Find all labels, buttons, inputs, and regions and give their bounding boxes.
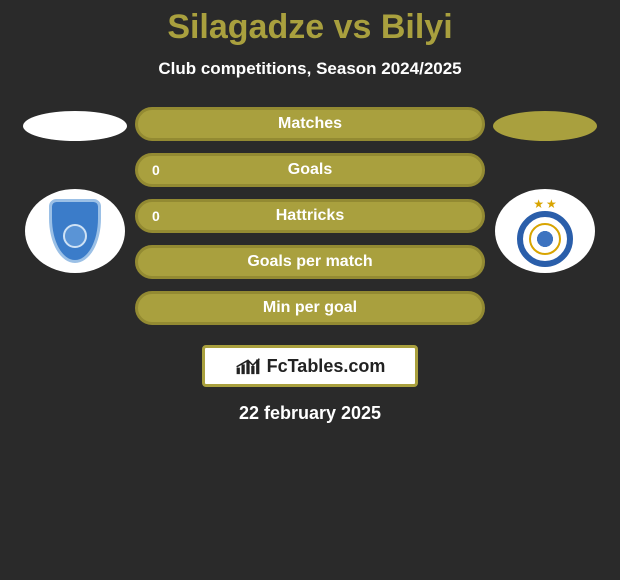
stat-label: Goals [288,161,332,179]
stat-row-goals: 0 Goals [135,153,485,187]
stats-panel: Matches 0 Goals 0 Hattricks Goals per ma… [135,107,485,325]
page-subtitle: Club competitions, Season 2024/2025 [158,59,461,79]
stat-label: Goals per match [247,253,372,271]
brand-text: FcTables.com [267,356,386,377]
stat-label: Hattricks [276,207,344,225]
footer-date: 22 february 2025 [239,403,381,424]
stat-label: Min per goal [263,299,357,317]
left-shield-icon [49,199,101,263]
stat-row-min-per-goal: Min per goal [135,291,485,325]
right-ellipse [493,111,597,141]
star-icon: ★ [546,197,557,211]
stat-row-hattricks: 0 Hattricks [135,199,485,233]
brand-badge: FcTables.com [202,345,418,387]
stat-left-value: 0 [152,162,160,178]
stat-left-value: 0 [152,208,160,224]
left-side [15,107,135,273]
right-circle-icon [517,211,573,267]
bar-chart-icon [235,355,261,377]
stat-row-matches: Matches [135,107,485,141]
main-row: Matches 0 Goals 0 Hattricks Goals per ma… [0,107,620,325]
right-side: ★★ [485,107,605,273]
right-club-badge: ★★ [495,189,595,273]
container: Silagadze vs Bilyi Club competitions, Se… [0,0,620,424]
left-club-badge [25,189,125,273]
left-ellipse [23,111,127,141]
stat-row-goals-per-match: Goals per match [135,245,485,279]
star-icon: ★ [533,197,544,211]
stat-label: Matches [278,115,342,133]
page-title: Silagadze vs Bilyi [167,8,452,47]
right-shield-wrap: ★★ [517,195,573,267]
